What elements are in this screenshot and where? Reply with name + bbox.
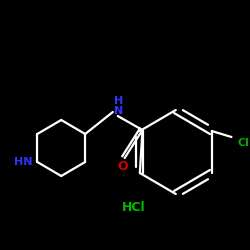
Text: Cl: Cl — [237, 138, 249, 148]
Text: HCl: HCl — [122, 201, 145, 214]
Text: H
N: H N — [114, 96, 123, 116]
Text: O: O — [118, 160, 128, 173]
Text: HN: HN — [14, 157, 33, 167]
